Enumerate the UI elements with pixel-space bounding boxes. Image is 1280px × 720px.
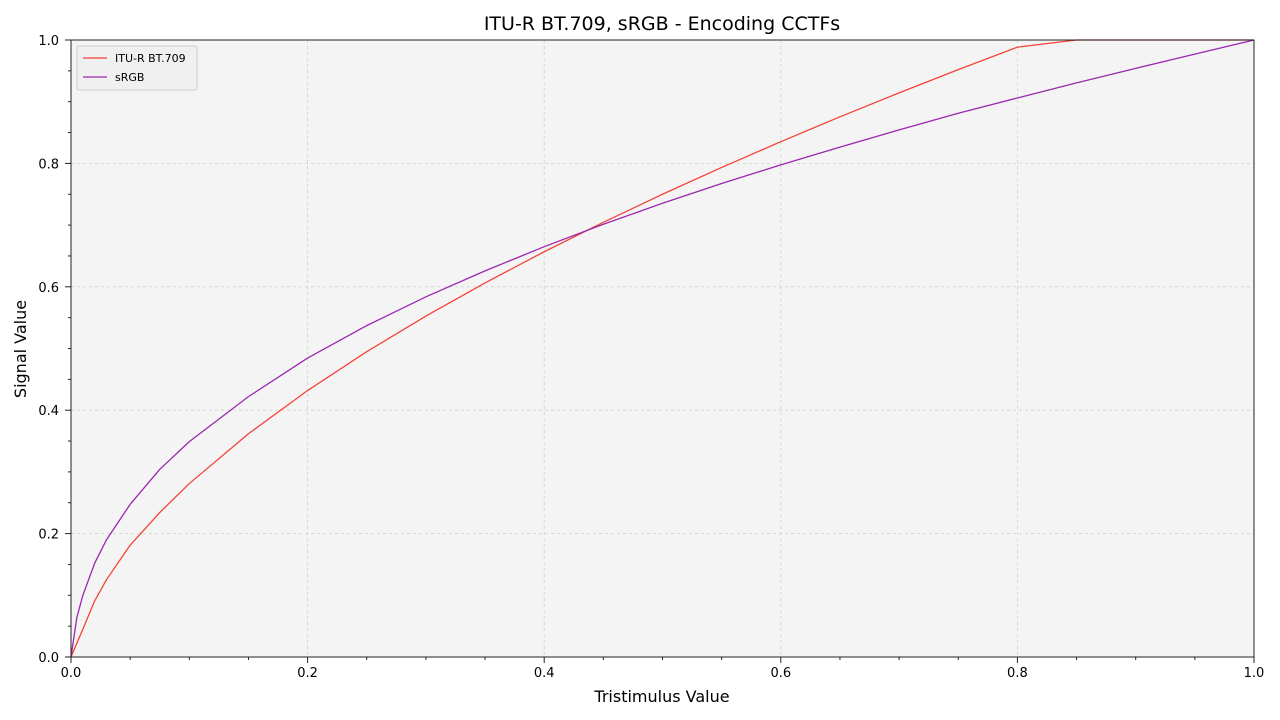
x-axis-label: Tristimulus Value [593,687,729,706]
y-tick-label: 1.0 [38,34,59,49]
chart-title: ITU-R BT.709, sRGB - Encoding CCTFs [484,13,840,35]
legend: ITU-R BT.709 sRGB [76,45,198,91]
series-line-itu-r-bt-709 [70,39,1254,658]
legend-label: ITU-R BT.709 [115,52,186,65]
x-tick-label: 0.2 [297,666,318,681]
x-tick-label: 0.0 [61,666,82,681]
plot-area [71,40,1254,657]
grid [71,40,1254,657]
y-tick-label: 0.4 [38,404,59,419]
y-tick-label: 0.0 [38,651,59,666]
series-lines [70,39,1255,658]
y-axis-label: Signal Value [11,300,30,398]
x-tick-label: 0.6 [770,666,791,681]
x-tick-label: 0.4 [534,666,555,681]
series-line-srgb [70,39,1255,658]
y-tick-label: 0.2 [38,528,59,543]
y-tick-label: 0.8 [38,157,59,172]
legend-box [76,45,198,91]
x-tick-label: 0.8 [1007,666,1028,681]
x-tick-label: 1.0 [1244,666,1265,681]
y-tick-label: 0.6 [38,281,59,296]
legend-label: sRGB [115,71,144,84]
